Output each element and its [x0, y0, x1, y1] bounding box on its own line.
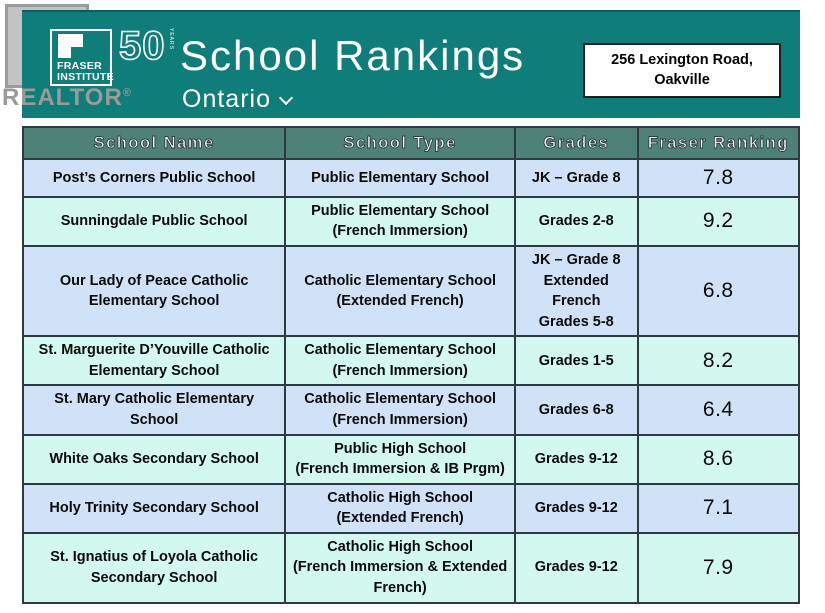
- fraser-ranking: 6.8: [636, 244, 801, 338]
- chevron-down-icon: [278, 90, 294, 105]
- region-dropdown-label: Ontario: [182, 85, 271, 113]
- school-type: Public High School (French Immersion & I…: [284, 433, 516, 485]
- school-name: St. Mary Catholic Elementary School: [21, 384, 287, 436]
- grades: JK – Grade 8: [513, 158, 639, 198]
- school-type: Catholic Elementary School (Extended Fre…: [284, 244, 516, 338]
- fraser-ranking: 7.1: [636, 482, 801, 534]
- school-name: Post’s Corners Public School: [21, 158, 287, 198]
- fraser-years-label: YEARS: [168, 28, 174, 50]
- table-row: St. Ignatius of Loyola Catholic Secondar…: [21, 531, 801, 604]
- table-row: St. Marguerite D’Youville Catholic Eleme…: [21, 335, 801, 387]
- region-dropdown[interactable]: Ontario: [182, 85, 294, 114]
- table-row: Sunningdale Public School Public Element…: [21, 195, 801, 247]
- fraser-ranking: 8.2: [636, 335, 801, 387]
- school-name: Sunningdale Public School: [21, 195, 287, 247]
- school-name: White Oaks Secondary School: [21, 433, 287, 485]
- col-fraser-ranking: Fraser Ranking: [636, 126, 801, 160]
- fraser-50-years-icon: 50: [118, 24, 166, 68]
- school-type: Catholic High School (French Immersion &…: [284, 531, 516, 604]
- fraser-ranking: 9.2: [636, 195, 801, 247]
- col-school-type: School Type: [284, 126, 516, 160]
- school-name: Our Lady of Peace Catholic Elementary Sc…: [21, 244, 287, 338]
- property-address: 256 Lexington Road, Oakville: [583, 43, 781, 98]
- school-name: St. Ignatius of Loyola Catholic Secondar…: [21, 531, 287, 604]
- school-type: Public Elementary School (French Immersi…: [284, 195, 516, 247]
- grades: Grades 9-12: [513, 531, 639, 604]
- school-type: Public Elementary School: [284, 158, 516, 198]
- registered-mark: ®: [122, 87, 132, 99]
- table-row: Our Lady of Peace Catholic Elementary Sc…: [21, 244, 801, 338]
- fraser-ranking: 8.6: [636, 433, 801, 485]
- school-type: Catholic High School (Extended French): [284, 482, 516, 534]
- col-grades: Grades: [513, 126, 639, 160]
- school-name: Holy Trinity Secondary School: [21, 482, 287, 534]
- table-row: Holy Trinity Secondary School Catholic H…: [21, 482, 801, 534]
- fraser-ranking: 7.8: [636, 158, 801, 198]
- fraser-logo-notch: [71, 47, 83, 58]
- grades: Grades 9-12: [513, 482, 639, 534]
- grades: Grades 2-8: [513, 195, 639, 247]
- fraser-logo-name: FRASER INSTITUTE: [57, 59, 114, 84]
- school-rankings-table: School Name School Type Grades Fraser Ra…: [21, 126, 801, 604]
- school-type: Catholic Elementary School (French Immer…: [284, 335, 516, 387]
- page-title: School Rankings: [180, 32, 526, 79]
- grades: Grades 1-5: [513, 335, 639, 387]
- school-type: Catholic Elementary School (French Immer…: [284, 384, 516, 436]
- table-row: St. Mary Catholic Elementary School Cath…: [21, 384, 801, 436]
- header-banner: FRASER INSTITUTE 50 YEARS School Ranking…: [22, 10, 800, 118]
- col-school-name: School Name: [21, 126, 287, 160]
- table-row: White Oaks Secondary School Public High …: [21, 433, 801, 485]
- fraser-logo-mark-icon: [58, 34, 83, 58]
- fraser-ranking: 7.9: [636, 531, 801, 604]
- grades: JK – Grade 8 Extended French Grades 5-8: [513, 244, 639, 338]
- fraser-institute-logo: FRASER INSTITUTE: [50, 29, 114, 86]
- realtor-wordmark: REALTOR®: [2, 84, 132, 111]
- table-row: Post’s Corners Public School Public Elem…: [21, 158, 801, 198]
- grades: Grades 9-12: [513, 433, 639, 485]
- table-header-row: School Name School Type Grades Fraser Ra…: [21, 126, 801, 160]
- fraser-ranking: 6.4: [636, 384, 801, 436]
- grades: Grades 6-8: [513, 384, 639, 436]
- school-name: St. Marguerite D’Youville Catholic Eleme…: [21, 335, 287, 387]
